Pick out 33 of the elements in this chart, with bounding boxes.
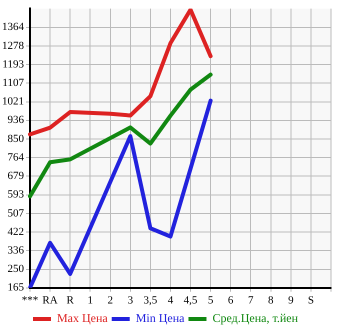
legend-label: Min Цена xyxy=(136,311,186,326)
legend-label: Max Цена xyxy=(56,311,108,326)
y-tick-label: 1364 xyxy=(2,21,24,34)
y-tick-label: 507 xyxy=(8,207,24,220)
y-tick-label: 679 xyxy=(8,170,24,182)
y-tick-label: 764 xyxy=(8,152,24,164)
y-tick-label: 936 xyxy=(8,114,24,126)
x-tick-label: 8 xyxy=(268,294,274,306)
x-tick-label: R xyxy=(66,294,74,306)
y-tick-label: 165 xyxy=(8,282,24,294)
x-tick-label: *** xyxy=(22,294,38,306)
y-tick-label: 850 xyxy=(8,132,24,145)
x-tick-label: 4,5 xyxy=(184,294,198,306)
y-tick-label: 422 xyxy=(8,226,24,238)
x-tick-label: S xyxy=(308,294,314,306)
y-tick-label: 250 xyxy=(8,263,24,276)
x-tick-label: 2 xyxy=(108,294,114,306)
x-tick-label: 1 xyxy=(87,294,93,306)
x-tick-label: RA xyxy=(42,294,58,306)
legend-label: Сред.Цена, т.йен xyxy=(212,311,299,326)
x-tick-label: 7 xyxy=(248,294,254,306)
y-tick-label: 1193 xyxy=(2,58,24,70)
y-tick-label: 1021 xyxy=(2,96,24,108)
y-tick-label: 1278 xyxy=(2,40,24,52)
x-tick-label: 3 xyxy=(128,294,134,306)
y-tick-label: 1107 xyxy=(2,77,24,90)
x-tick-label: 6 xyxy=(228,294,234,306)
x-tick-label: 9 xyxy=(288,294,294,306)
x-tick-label: 5 xyxy=(208,294,214,306)
y-tick-label: 593 xyxy=(8,188,24,201)
y-tick-label: 336 xyxy=(8,244,24,257)
x-tick-label: 4 xyxy=(168,294,174,306)
x-tick-label: 3,5 xyxy=(144,294,158,306)
